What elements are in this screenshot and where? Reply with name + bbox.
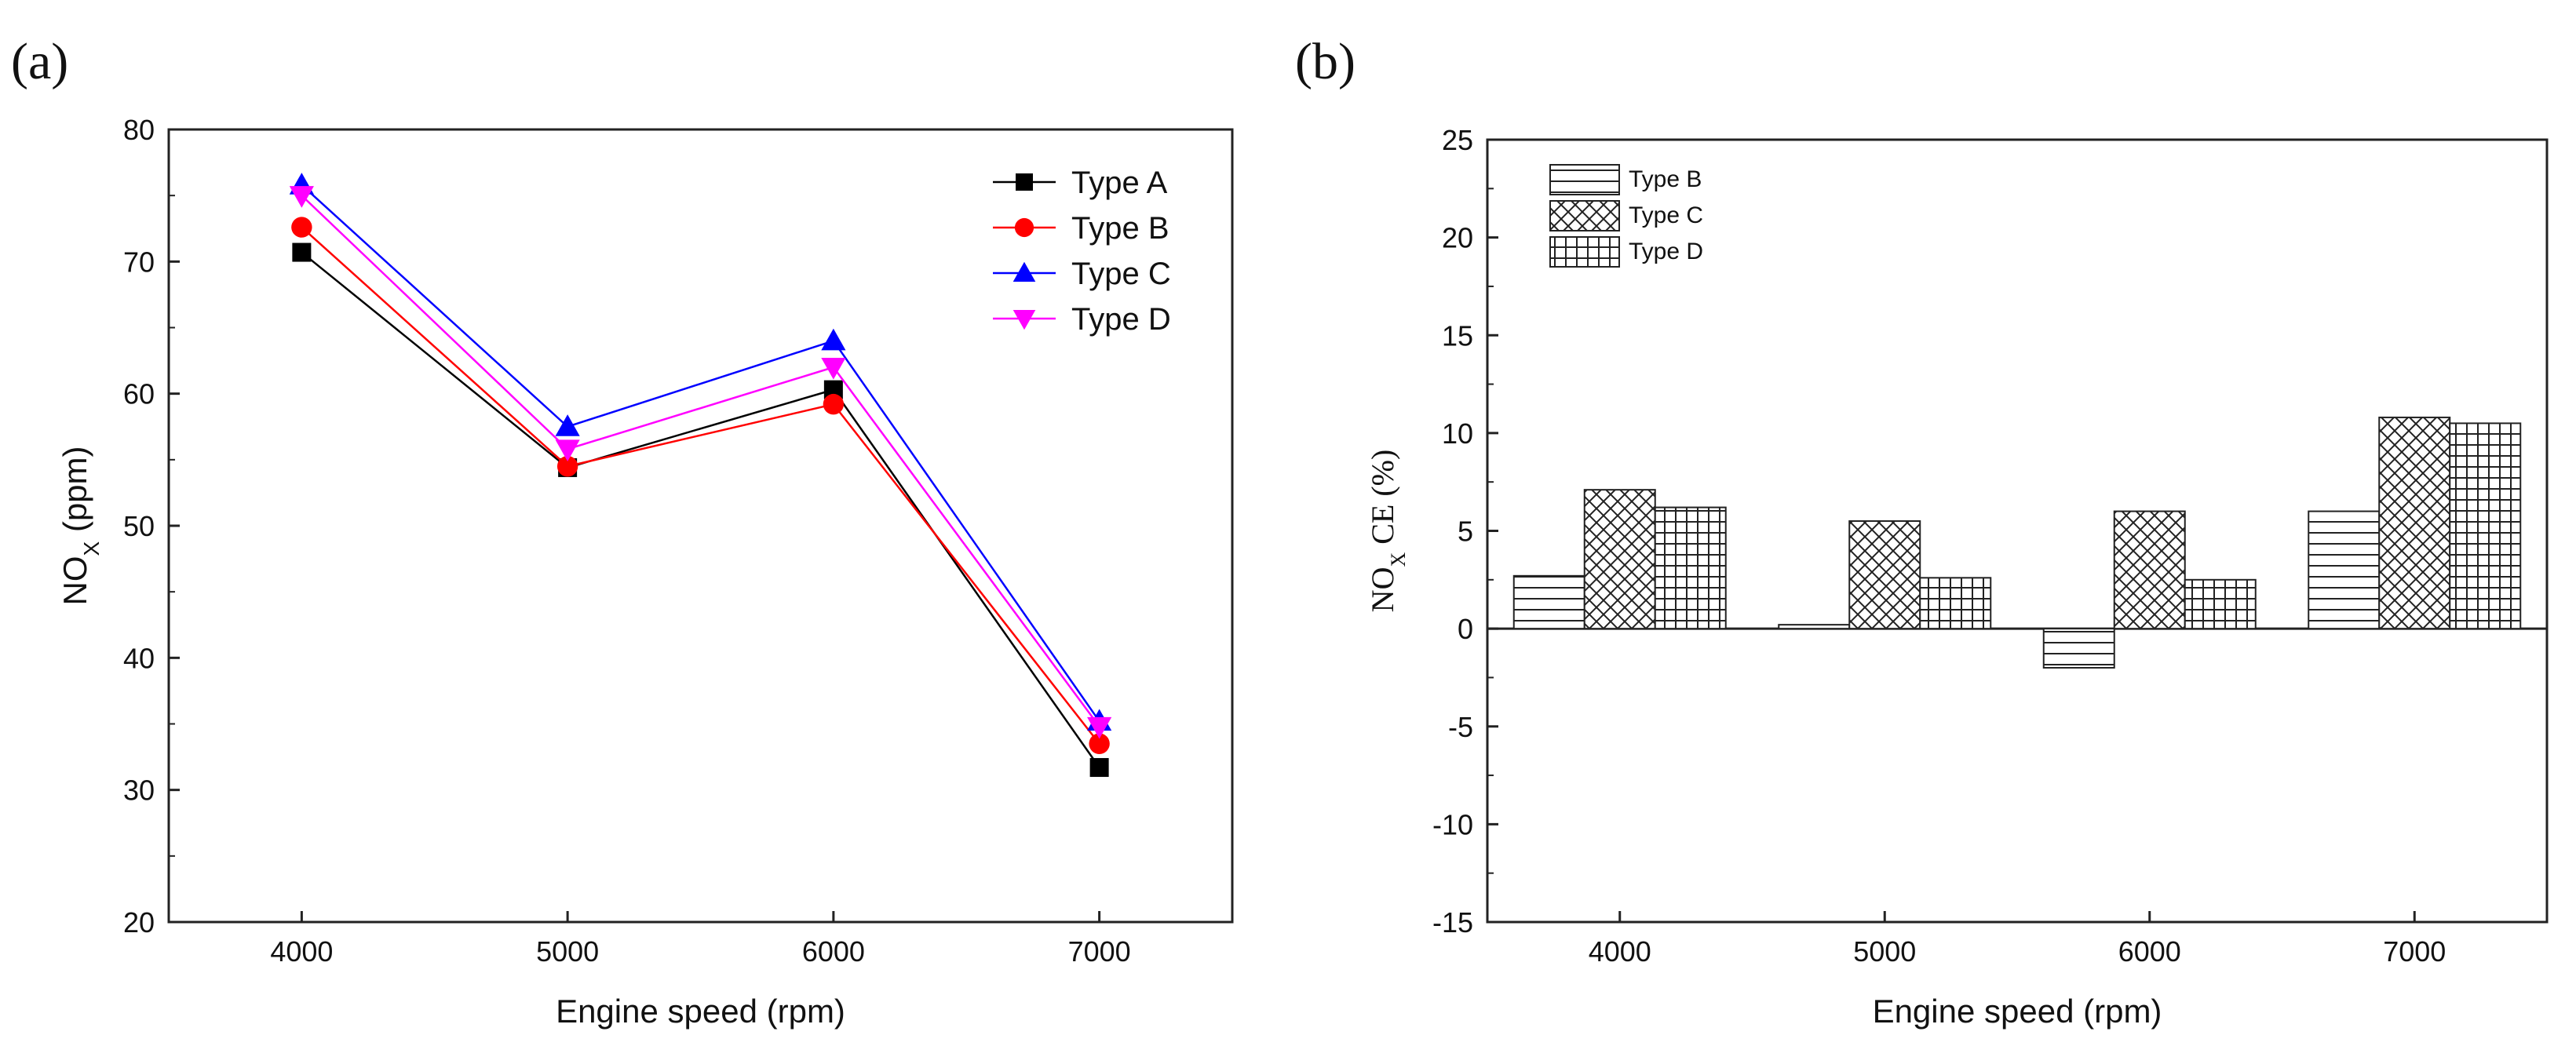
x-tick-label-b: 7000 <box>2383 935 2446 968</box>
y-axis-title-a: NOX (ppm) <box>57 446 104 605</box>
legend-label: Type B <box>1629 166 1702 192</box>
bar-type-c <box>1848 520 1921 630</box>
panel-b-label: (b) <box>1295 33 1356 90</box>
y-tick-label-b: 10 <box>1442 417 1473 450</box>
y-tick-label-b: -10 <box>1432 808 1473 840</box>
legend-label: Type B <box>1071 211 1169 246</box>
chart-b: -15 -10 -5 0 5 10 15 20 25 4000 5000 6000 7000 Engine… <box>1365 124 2549 1030</box>
bar-type-c <box>1583 489 1656 630</box>
data-point-type-d <box>821 358 846 380</box>
legend-swatch <box>1549 164 1620 195</box>
x-axis-title-b: Engine speed (rpm) <box>1873 993 2162 1030</box>
data-point-type-b <box>291 217 312 238</box>
series-line-type-d <box>301 195 1100 727</box>
data-point-type-c <box>821 328 846 351</box>
bar-type-b <box>1778 624 1851 630</box>
legend-marker <box>1016 173 1033 191</box>
bar-type-b <box>2042 628 2115 669</box>
y-tick-label-a: 20 <box>123 906 155 939</box>
x-tick-label-b: 6000 <box>2118 935 2181 968</box>
legend-marker <box>1013 261 1036 282</box>
data-point-type-b <box>556 456 578 477</box>
y-tick-label-a: 80 <box>123 114 155 146</box>
bar-type-d <box>2184 578 2257 630</box>
legend-label: Type D <box>1071 302 1171 337</box>
data-point-type-b <box>823 393 845 415</box>
data-point-type-d <box>555 439 580 461</box>
legend-label: Type C <box>1629 202 1703 228</box>
series-line-type-c <box>301 184 1100 722</box>
legend-marker <box>1013 310 1036 330</box>
data-point-type-c <box>555 414 580 436</box>
x-tick-label-a: 6000 <box>802 935 865 968</box>
y-tick-label-b: 20 <box>1442 222 1473 254</box>
x-tick-label-a: 5000 <box>536 935 599 968</box>
y-tick-label-a: 30 <box>123 775 155 807</box>
x-tick-label-b: 4000 <box>1589 935 1651 968</box>
data-point-type-a <box>1089 758 1109 778</box>
data-point-type-b <box>1089 733 1110 754</box>
chart-a: 20 30 40 50 60 70 80 4000 5000 6000 7000 Engine spe… <box>57 114 1234 1030</box>
legend-marker <box>1014 217 1034 238</box>
y-tick-label-b: 0 <box>1458 613 1473 645</box>
y-tick-label-a: 60 <box>123 378 155 410</box>
legend-swatch <box>1549 200 1620 231</box>
y-axis-title-b: NOX CE (%) <box>1365 450 1410 613</box>
bar-type-b <box>2308 510 2381 630</box>
legend-label: Type D <box>1629 239 1703 264</box>
y-tick-label-a: 40 <box>123 642 155 674</box>
y-tick-label-b: 15 <box>1442 319 1473 352</box>
legend-label: Type C <box>1071 257 1171 291</box>
data-point-type-d <box>1087 716 1112 739</box>
bar-type-d <box>1919 577 1992 630</box>
panel-a-label: (a) <box>11 33 68 90</box>
y-tick-label-b: 5 <box>1458 516 1473 548</box>
y-tick-label-a: 70 <box>123 246 155 278</box>
y-tick-label-b: -5 <box>1448 711 1473 743</box>
y-tick-label-b: 25 <box>1442 124 1473 156</box>
y-tick-label-a: 50 <box>123 510 155 542</box>
data-point-type-a <box>292 242 312 262</box>
x-tick-label-a: 7000 <box>1068 935 1131 968</box>
y-tick-label-b: -15 <box>1432 906 1473 939</box>
bar-type-d <box>2449 422 2522 630</box>
bar-type-c <box>2113 510 2186 630</box>
data-point-type-d <box>289 186 314 208</box>
x-axis-title-a: Engine speed (rpm) <box>556 993 845 1030</box>
series-line-type-b <box>301 226 1100 745</box>
legend-swatch <box>1549 236 1620 268</box>
bar-type-b <box>1512 574 1585 630</box>
x-tick-label-a: 4000 <box>270 935 333 968</box>
x-tick-label-b: 5000 <box>1853 935 1916 968</box>
bar-type-c <box>2378 416 2451 630</box>
series-line-type-a <box>301 251 1100 768</box>
bar-type-d <box>1654 506 1727 630</box>
legend-label: Type A <box>1071 166 1168 200</box>
plot-frame-a <box>167 128 1234 924</box>
